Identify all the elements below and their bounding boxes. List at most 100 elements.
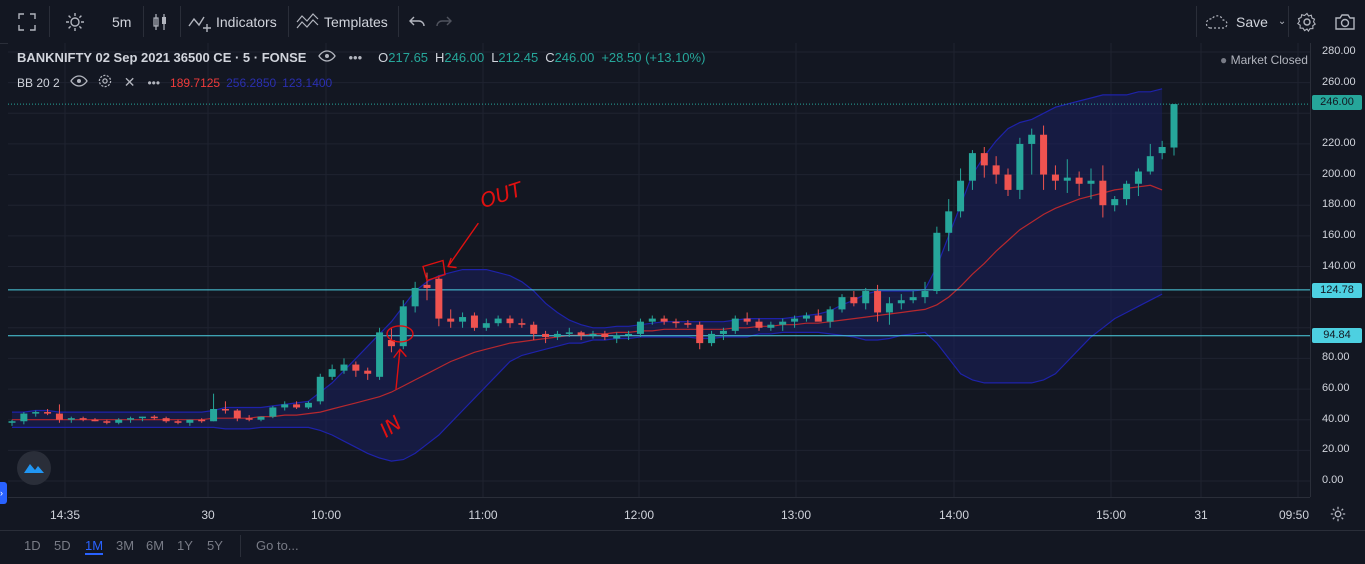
indicator-close-icon[interactable]: ✕ — [123, 74, 136, 90]
price-tick-label: 180.00 — [1322, 198, 1356, 211]
candle-body — [221, 408, 229, 411]
price-tick-label: 140.00 — [1322, 259, 1356, 272]
goto-button[interactable]: Go to... — [256, 538, 299, 553]
candle-body — [387, 340, 395, 347]
candle-body — [826, 309, 834, 322]
candle-body — [613, 335, 621, 339]
save-button[interactable]: Save ⌄ — [1204, 0, 1286, 43]
candle-body — [1016, 143, 1024, 190]
candle-body — [411, 287, 419, 307]
bb-upper-value: 256.2850 — [226, 75, 277, 90]
candle-body — [731, 318, 739, 331]
symbol-legend: BANKNIFTY 02 Sep 2021 36500 CE · 5 · FON… — [17, 50, 705, 65]
candle-body — [257, 416, 265, 420]
candle-body — [980, 153, 988, 166]
entry-circle — [386, 325, 414, 343]
undo-icon[interactable] — [409, 0, 425, 43]
range-button-1y[interactable]: 1Y — [177, 538, 193, 553]
time-tick-label: 15:00 — [1095, 508, 1127, 522]
candle-body — [779, 321, 787, 325]
price-tick-label: 220.00 — [1322, 136, 1356, 149]
redo-icon[interactable] — [436, 0, 452, 43]
range-button-5y[interactable]: 5Y — [207, 538, 223, 553]
range-button-5d[interactable]: 5D — [54, 538, 71, 553]
bb-band-fill — [12, 88, 1163, 462]
candle-body — [874, 291, 882, 313]
candle-body — [364, 370, 372, 374]
candle-body — [636, 321, 644, 334]
range-button-6m[interactable]: 6M — [146, 538, 165, 553]
candle-body — [435, 278, 443, 319]
candle-body — [281, 404, 289, 408]
bb-lower-line — [12, 293, 1163, 462]
candle-body — [482, 323, 490, 328]
bottom-bar — [0, 530, 1365, 564]
logo-icon[interactable] — [17, 451, 51, 485]
candle-body — [589, 333, 597, 336]
price-tick-label: 160.00 — [1322, 228, 1356, 241]
candle-body — [838, 297, 846, 310]
candle-body — [518, 323, 526, 325]
eye-icon[interactable] — [318, 50, 337, 65]
time-tick-label: 12:00 — [623, 508, 655, 522]
candle-body — [601, 333, 609, 337]
range-button-1m[interactable]: 1M — [85, 538, 104, 555]
price-tick-label: 260.00 — [1322, 75, 1356, 88]
chart-type-icon[interactable] — [151, 0, 169, 43]
candle-body — [127, 418, 135, 420]
chart-plot-area[interactable]: OUT IN — [8, 43, 1310, 497]
status-dot-icon: ● — [1220, 53, 1228, 67]
symbol-title: BANKNIFTY 02 Sep 2021 36500 CE · 5 · FON… — [17, 50, 307, 65]
last-price-tag: 246.00 — [1312, 95, 1362, 110]
candle-body — [447, 318, 455, 322]
candle-body — [328, 369, 336, 377]
more-icon[interactable]: ••• — [348, 50, 363, 65]
candle-body — [719, 330, 727, 334]
candle-body — [553, 333, 561, 337]
candle-body — [174, 421, 182, 423]
candle-body — [79, 418, 87, 420]
camera-icon[interactable] — [1334, 0, 1356, 43]
candle-body — [743, 318, 751, 322]
indicator-legend: BB 20 2 ✕ ••• 189.7125 256.2850 123.1400 — [17, 74, 332, 91]
candle-body — [625, 333, 633, 336]
sidebar-toggle-icon[interactable]: › — [0, 482, 7, 504]
fullscreen-icon[interactable] — [18, 0, 36, 43]
candle-body — [269, 407, 277, 417]
candle-body — [1111, 199, 1119, 206]
candle-body — [767, 324, 775, 328]
high-value: 246.00 — [444, 50, 485, 65]
interval-button[interactable]: 5m — [112, 13, 132, 30]
candle-body — [210, 408, 218, 422]
candle-body — [660, 318, 668, 322]
candle-body — [115, 419, 123, 423]
indicator-settings-icon[interactable] — [98, 74, 112, 91]
templates-label: Templates — [324, 13, 388, 30]
candle-body — [103, 421, 111, 423]
candle-body — [1170, 104, 1178, 148]
price-axis[interactable] — [1310, 43, 1365, 497]
candle-body — [992, 165, 1000, 175]
time-tick-label: 30 — [201, 508, 215, 522]
axis-settings-icon[interactable] — [1330, 506, 1346, 527]
candle-body — [921, 291, 929, 298]
indicators-button[interactable]: Indicators — [188, 0, 277, 43]
indicators-label: Indicators — [216, 13, 277, 30]
candle-body — [245, 418, 253, 420]
indicator-more-icon[interactable]: ••• — [147, 75, 161, 90]
range-button-3m[interactable]: 3M — [116, 538, 135, 553]
range-button-1d[interactable]: 1D — [24, 538, 41, 553]
candle-body — [233, 410, 241, 419]
time-axis[interactable] — [8, 497, 1310, 531]
theme-icon[interactable] — [65, 0, 85, 43]
time-tick-label: 14:35 — [49, 508, 81, 522]
settings-icon[interactable] — [1297, 0, 1317, 43]
candle-body — [814, 315, 822, 322]
candle-body — [755, 321, 763, 328]
candle-body — [565, 332, 573, 334]
candle-body — [708, 333, 716, 344]
indicator-eye-icon[interactable] — [69, 75, 88, 90]
bb-basis-value: 189.7125 — [170, 75, 221, 90]
templates-button[interactable]: Templates — [296, 0, 388, 43]
